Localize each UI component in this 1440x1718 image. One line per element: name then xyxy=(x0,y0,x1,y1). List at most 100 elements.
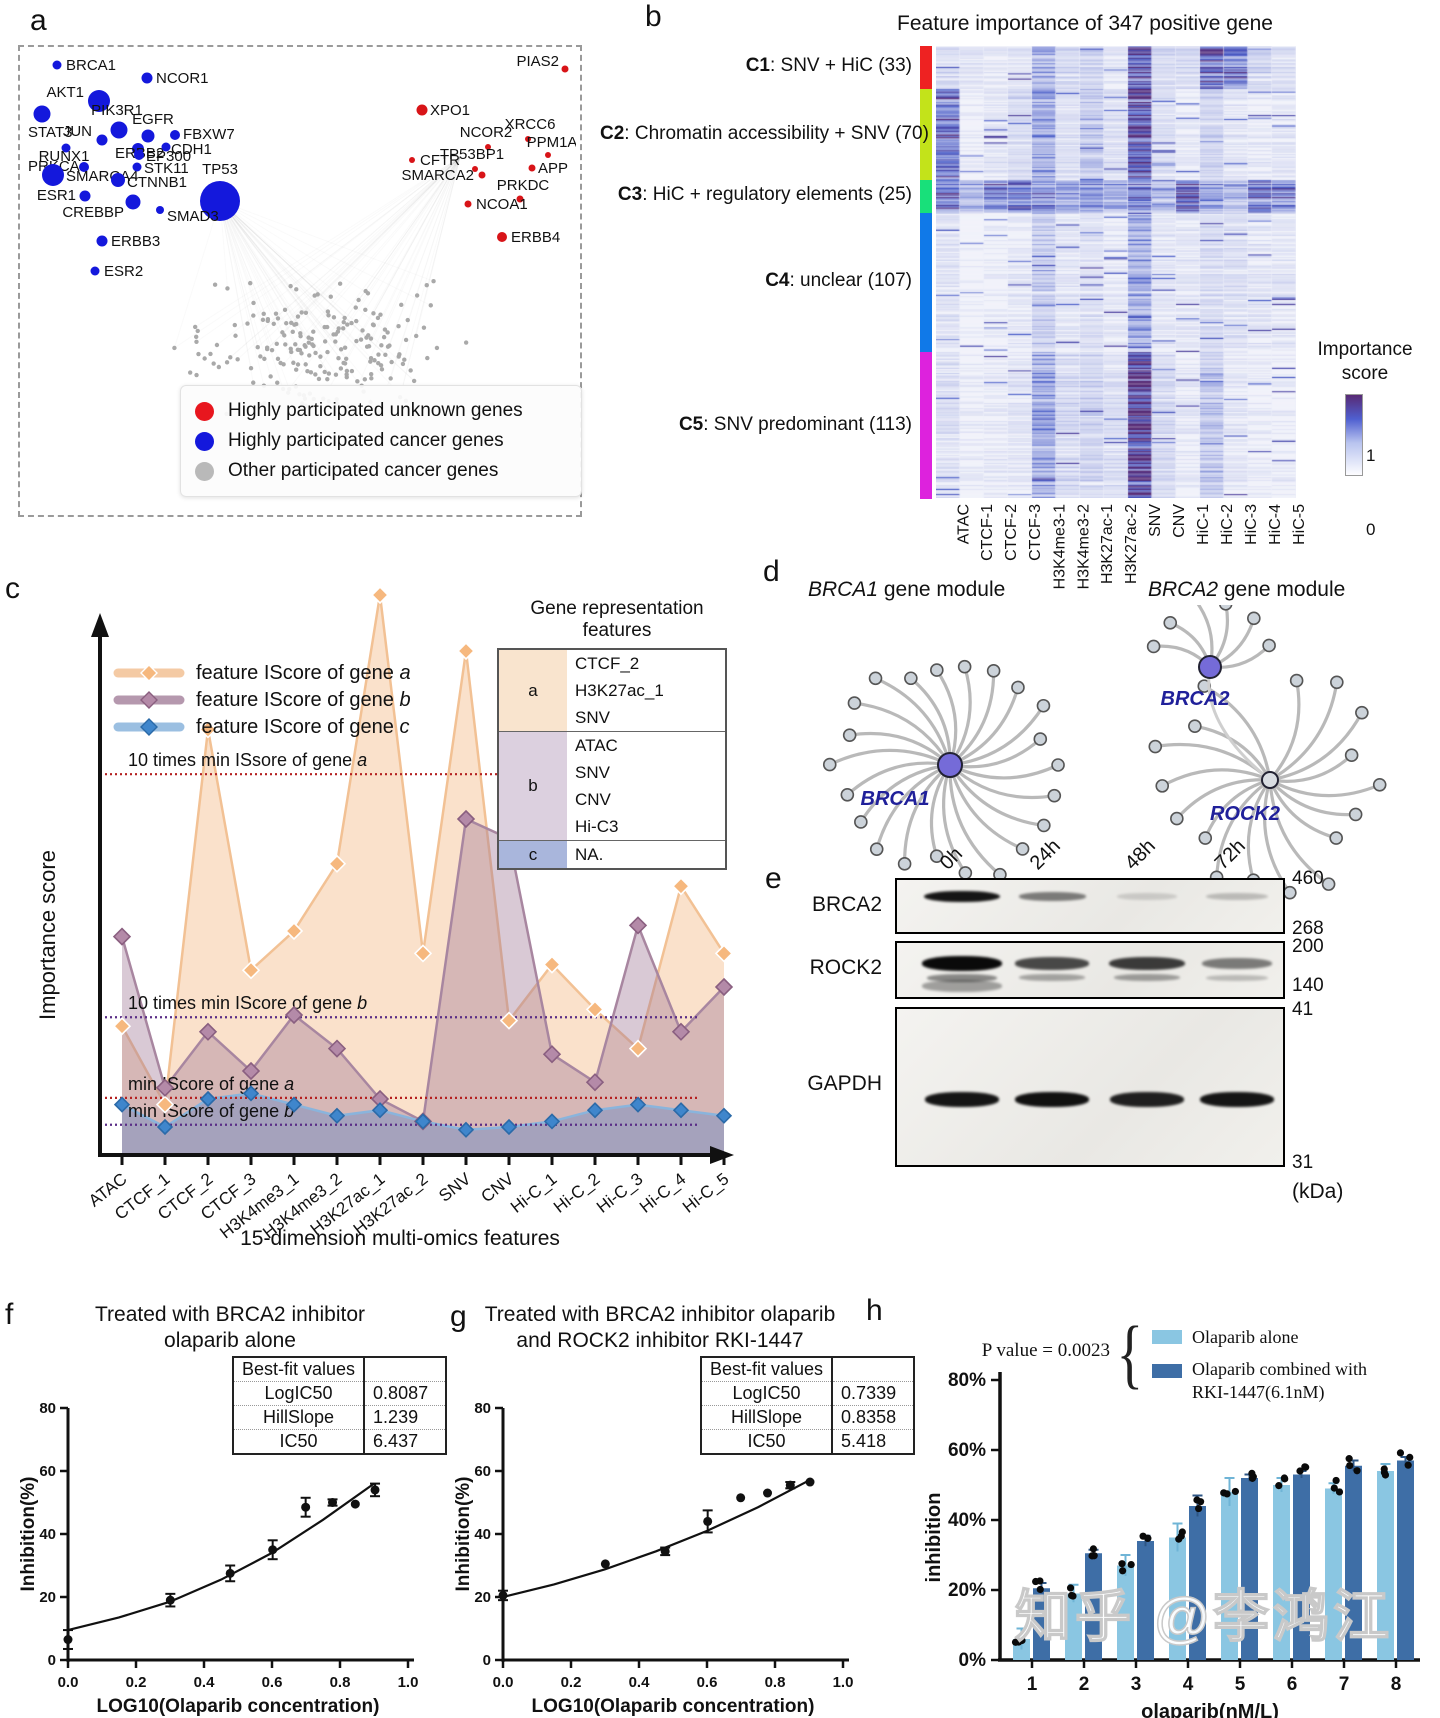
other-gene-dot xyxy=(233,333,238,338)
network-edge xyxy=(282,156,461,333)
cancer-gene-node-FBXW7 xyxy=(170,130,180,140)
other-gene-dot xyxy=(225,286,230,291)
other-gene-dot xyxy=(368,359,373,364)
protein-band xyxy=(1200,1091,1274,1107)
network-edge xyxy=(216,156,461,346)
other-gene-dot xyxy=(228,355,233,360)
gene-label-SMAD3: SMAD3 xyxy=(167,208,219,225)
other-gene-dot xyxy=(262,356,267,362)
data-point xyxy=(328,1498,338,1507)
marker-200: 200 xyxy=(1292,936,1324,957)
network-edge xyxy=(219,200,292,350)
cluster-label-C3: C3: HiC + regulatory elements (25) xyxy=(617,184,912,206)
gray-dot-icon xyxy=(195,461,214,481)
other-gene-dot xyxy=(403,337,409,343)
module-leaf-node xyxy=(840,788,855,802)
module-leaf-node xyxy=(869,842,884,856)
module-leaf-node xyxy=(1321,877,1336,891)
colorbar-min: 0 xyxy=(1366,520,1376,539)
other-gene-dot xyxy=(397,352,402,357)
module-edge xyxy=(829,748,951,767)
y-tick-label-0: 0 xyxy=(48,1652,56,1669)
bar-alone-6 xyxy=(1273,1485,1290,1660)
dose-response-plot-g: 0.0 0.2 0.4 0.6 0.8 1.0 0 20 40 60 80 LOG10(Olapari… xyxy=(455,1400,853,1717)
x-tick-label-0.0: 0.0 xyxy=(58,1674,79,1691)
kda-label: (kDa) xyxy=(1292,1180,1344,1203)
panel-f-bestfit-table: Best-fit values LogIC50 0.8087 HillSlope 1… xyxy=(232,1356,448,1455)
other-gene-dot xyxy=(368,336,374,341)
network-edge xyxy=(219,200,345,364)
other-gene-dot xyxy=(369,376,374,381)
replicate-dot xyxy=(1296,1467,1304,1475)
network-edge xyxy=(283,156,461,365)
other-gene-dot xyxy=(411,378,417,384)
hub-label-ROCK2: ROCK2 xyxy=(1210,803,1280,825)
x-tick-label-Hi-C_4: Hi-C_4 xyxy=(636,1169,689,1217)
protein-band xyxy=(1014,957,1090,970)
network-edge xyxy=(219,200,415,382)
module-edge xyxy=(1269,711,1364,782)
module-leaf-node xyxy=(986,664,1001,678)
unknown-gene-node-NCOR2 xyxy=(485,144,491,150)
other-gene-dot xyxy=(372,358,377,363)
network-edge xyxy=(219,200,313,345)
diamond-gene-a-H3K4me3_1 xyxy=(284,921,304,941)
diamond-gene-a-CTCF_3 xyxy=(241,961,261,980)
network-edge xyxy=(219,200,371,362)
other-gene-dot xyxy=(245,321,250,326)
table-row: H3K27ac_1 xyxy=(498,677,726,704)
cluster-strip-C2 xyxy=(920,88,932,181)
other-gene-dot xyxy=(428,303,433,308)
network-edge xyxy=(229,156,461,358)
other-gene-dot xyxy=(382,327,388,332)
other-gene-dot xyxy=(396,324,401,329)
module-edge xyxy=(1246,779,1272,881)
y-tick-label-40: 40 xyxy=(39,1526,56,1543)
bar-alone-5 xyxy=(1221,1492,1238,1660)
network-edge xyxy=(379,156,461,412)
y-tick-label-20%: 20% xyxy=(948,1580,986,1601)
data-point xyxy=(763,1488,773,1498)
bar-combined-5 xyxy=(1241,1478,1258,1660)
diamond-gene-c-CTCF_1 xyxy=(156,1118,174,1136)
gene-label-STK11: STK11 xyxy=(144,160,189,177)
table-feature-CTCF_2: CTCF_2 xyxy=(567,648,726,677)
other-gene-dot xyxy=(376,352,381,357)
other-gene-dot xyxy=(208,351,213,357)
logic50-label: LogIC50 xyxy=(701,1381,833,1406)
hillslope-label: HillSlope xyxy=(233,1405,365,1430)
module-hub-BRCA2 xyxy=(1198,655,1222,679)
protein-band xyxy=(1116,893,1178,901)
diamond-gene-c-ATAC xyxy=(113,1096,131,1113)
x-tick-label-1.0: 1.0 xyxy=(398,1674,419,1691)
table-feature-CNV: CNV xyxy=(575,789,611,809)
other-gene-dot xyxy=(463,340,469,345)
data-point xyxy=(660,1546,670,1556)
module-title-rest: gene module xyxy=(1218,578,1346,601)
other-gene-dot xyxy=(344,368,350,374)
legend-text: Highly participated cancer genes xyxy=(228,430,504,451)
other-gene-dot xyxy=(303,310,309,316)
feature-importance-heatmap xyxy=(936,46,1296,498)
unknown-gene-node-TP53BP1 xyxy=(472,166,478,172)
x-axis-title: olaparib(nM/L) xyxy=(1141,1701,1279,1718)
diamond-gene-c-Hi-C_5 xyxy=(715,1107,733,1124)
module-edge xyxy=(1203,778,1271,839)
module-leaf-node xyxy=(1146,639,1161,654)
table-feature-SNV: SNV xyxy=(575,762,610,782)
protein-band xyxy=(927,973,997,982)
replicate-dot xyxy=(1066,1584,1075,1592)
legend-diamond-gene-a xyxy=(140,664,158,682)
panel-b-label: b xyxy=(645,0,662,33)
network-edge xyxy=(347,156,461,407)
network-edge xyxy=(174,156,461,349)
y-tick-label-20: 20 xyxy=(39,1589,56,1606)
bar-alone-8 xyxy=(1377,1471,1394,1660)
module-leaf-node xyxy=(1155,779,1170,793)
protein-band xyxy=(922,980,1002,993)
gene-label-STAT3: STAT3 xyxy=(28,124,72,141)
legend-text: Other participated cancer genes xyxy=(228,460,499,481)
replicate-dot xyxy=(1036,1585,1044,1594)
other-gene-dot xyxy=(292,322,297,327)
